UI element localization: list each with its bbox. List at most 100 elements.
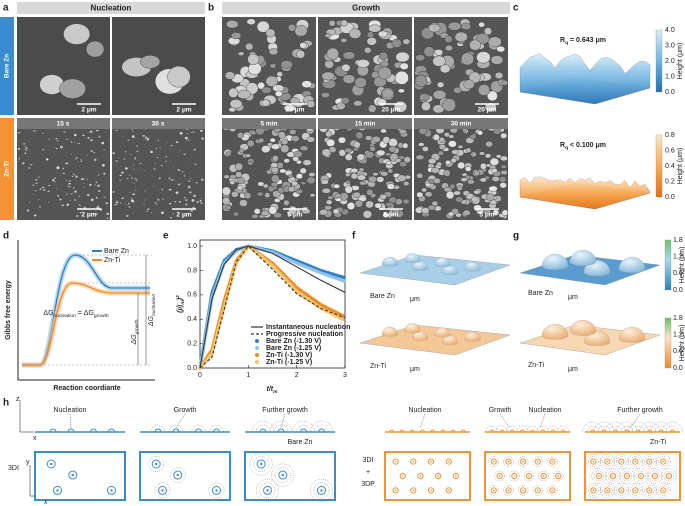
grain — [193, 199, 196, 202]
grain — [123, 150, 128, 154]
legend-label: Bare Zn (-1.30 V) — [266, 338, 321, 345]
stage-label: Growth — [174, 407, 197, 414]
nucleus-dome — [541, 323, 569, 340]
grain — [462, 209, 471, 216]
grain — [495, 154, 502, 159]
growth-ring — [314, 424, 329, 433]
grain — [494, 72, 504, 79]
time-strip — [222, 118, 316, 129]
growth-ring — [296, 424, 311, 433]
x-tick-label: 3 — [343, 372, 347, 379]
grain — [288, 129, 297, 135]
grain — [403, 156, 411, 164]
grain — [120, 170, 125, 175]
growth-ring — [553, 470, 564, 482]
grain — [501, 80, 509, 86]
growth-ring — [631, 425, 645, 433]
grain — [381, 88, 394, 99]
nucleus — [646, 458, 653, 465]
nucleus — [496, 472, 503, 480]
growth-ring — [168, 424, 184, 433]
grain — [465, 147, 472, 154]
nucleus — [435, 472, 442, 480]
grain — [442, 98, 457, 112]
scale-bar-label: 5 μm — [383, 212, 398, 219]
grain — [76, 142, 79, 145]
axis-letter: z — [16, 396, 20, 403]
growth-ring — [523, 470, 535, 482]
grain — [443, 132, 450, 138]
colorbar-tick: 0.6 — [673, 270, 683, 277]
text-part: < 0.100 μm — [568, 142, 606, 149]
grain — [73, 141, 76, 143]
grain — [96, 184, 101, 188]
grain — [148, 134, 152, 138]
grain — [455, 196, 464, 203]
grain — [247, 161, 253, 166]
grain — [378, 51, 388, 61]
grain — [85, 154, 88, 157]
grain — [488, 185, 498, 192]
grain — [67, 210, 70, 213]
grain — [146, 137, 150, 142]
grain — [421, 146, 429, 152]
scale-bar-label: 20 μm — [286, 107, 305, 114]
grain — [130, 176, 134, 180]
grain — [427, 158, 437, 165]
text-part: q — [565, 146, 568, 151]
grain — [95, 129, 100, 132]
growth-ring — [644, 456, 655, 467]
grain — [306, 100, 316, 108]
grain — [321, 148, 331, 157]
stage-label: Nucleation — [528, 407, 561, 414]
grain — [261, 86, 272, 94]
grain — [454, 31, 468, 42]
grain — [478, 21, 485, 28]
grain — [65, 192, 69, 196]
nucleus-core — [498, 475, 501, 477]
text-part: ΔG — [148, 316, 155, 328]
growth-ring — [274, 467, 291, 483]
grain — [171, 167, 175, 169]
grain — [170, 144, 174, 147]
legend-label: Zn-Ti (-1.30 V) — [266, 352, 312, 359]
nucleus — [53, 485, 62, 495]
sample-label: Zn-Ti — [528, 362, 545, 369]
grain — [326, 47, 339, 61]
grain — [126, 139, 131, 142]
text-part: q — [565, 41, 568, 46]
colorbar-tick: 2.0 — [665, 58, 675, 65]
colorbar-tick: 1.8 — [673, 237, 683, 244]
scale-bar-label: 20 μm — [382, 107, 401, 114]
nucleus-core — [401, 475, 404, 477]
growth-ring — [517, 485, 529, 496]
grain — [385, 152, 391, 157]
grain — [134, 189, 138, 192]
grain — [158, 177, 162, 180]
growth-ring — [586, 425, 599, 433]
growth-ring — [292, 420, 315, 433]
grain — [397, 88, 405, 94]
surface-nucleus — [624, 429, 630, 433]
surface-nucleus — [489, 429, 495, 433]
grain — [164, 160, 168, 163]
nucleus — [173, 470, 183, 480]
surface-nucleus — [540, 429, 546, 433]
time-strip — [17, 118, 110, 129]
growth-ring — [619, 468, 635, 484]
grain — [445, 45, 454, 52]
grain — [267, 185, 275, 193]
grain — [93, 158, 98, 162]
nucleus — [490, 487, 497, 494]
grain — [55, 188, 58, 191]
grain — [230, 32, 242, 40]
nucleus — [618, 458, 625, 465]
barrier-label: ΔGgrowth — [131, 319, 140, 345]
time-label: 15 min — [355, 121, 376, 128]
sample-label: Bare Zn — [370, 293, 395, 300]
grain — [342, 74, 356, 84]
nucleus — [604, 487, 611, 494]
nucleus — [445, 487, 452, 494]
grain — [199, 201, 204, 205]
nucleus-core — [412, 489, 415, 492]
